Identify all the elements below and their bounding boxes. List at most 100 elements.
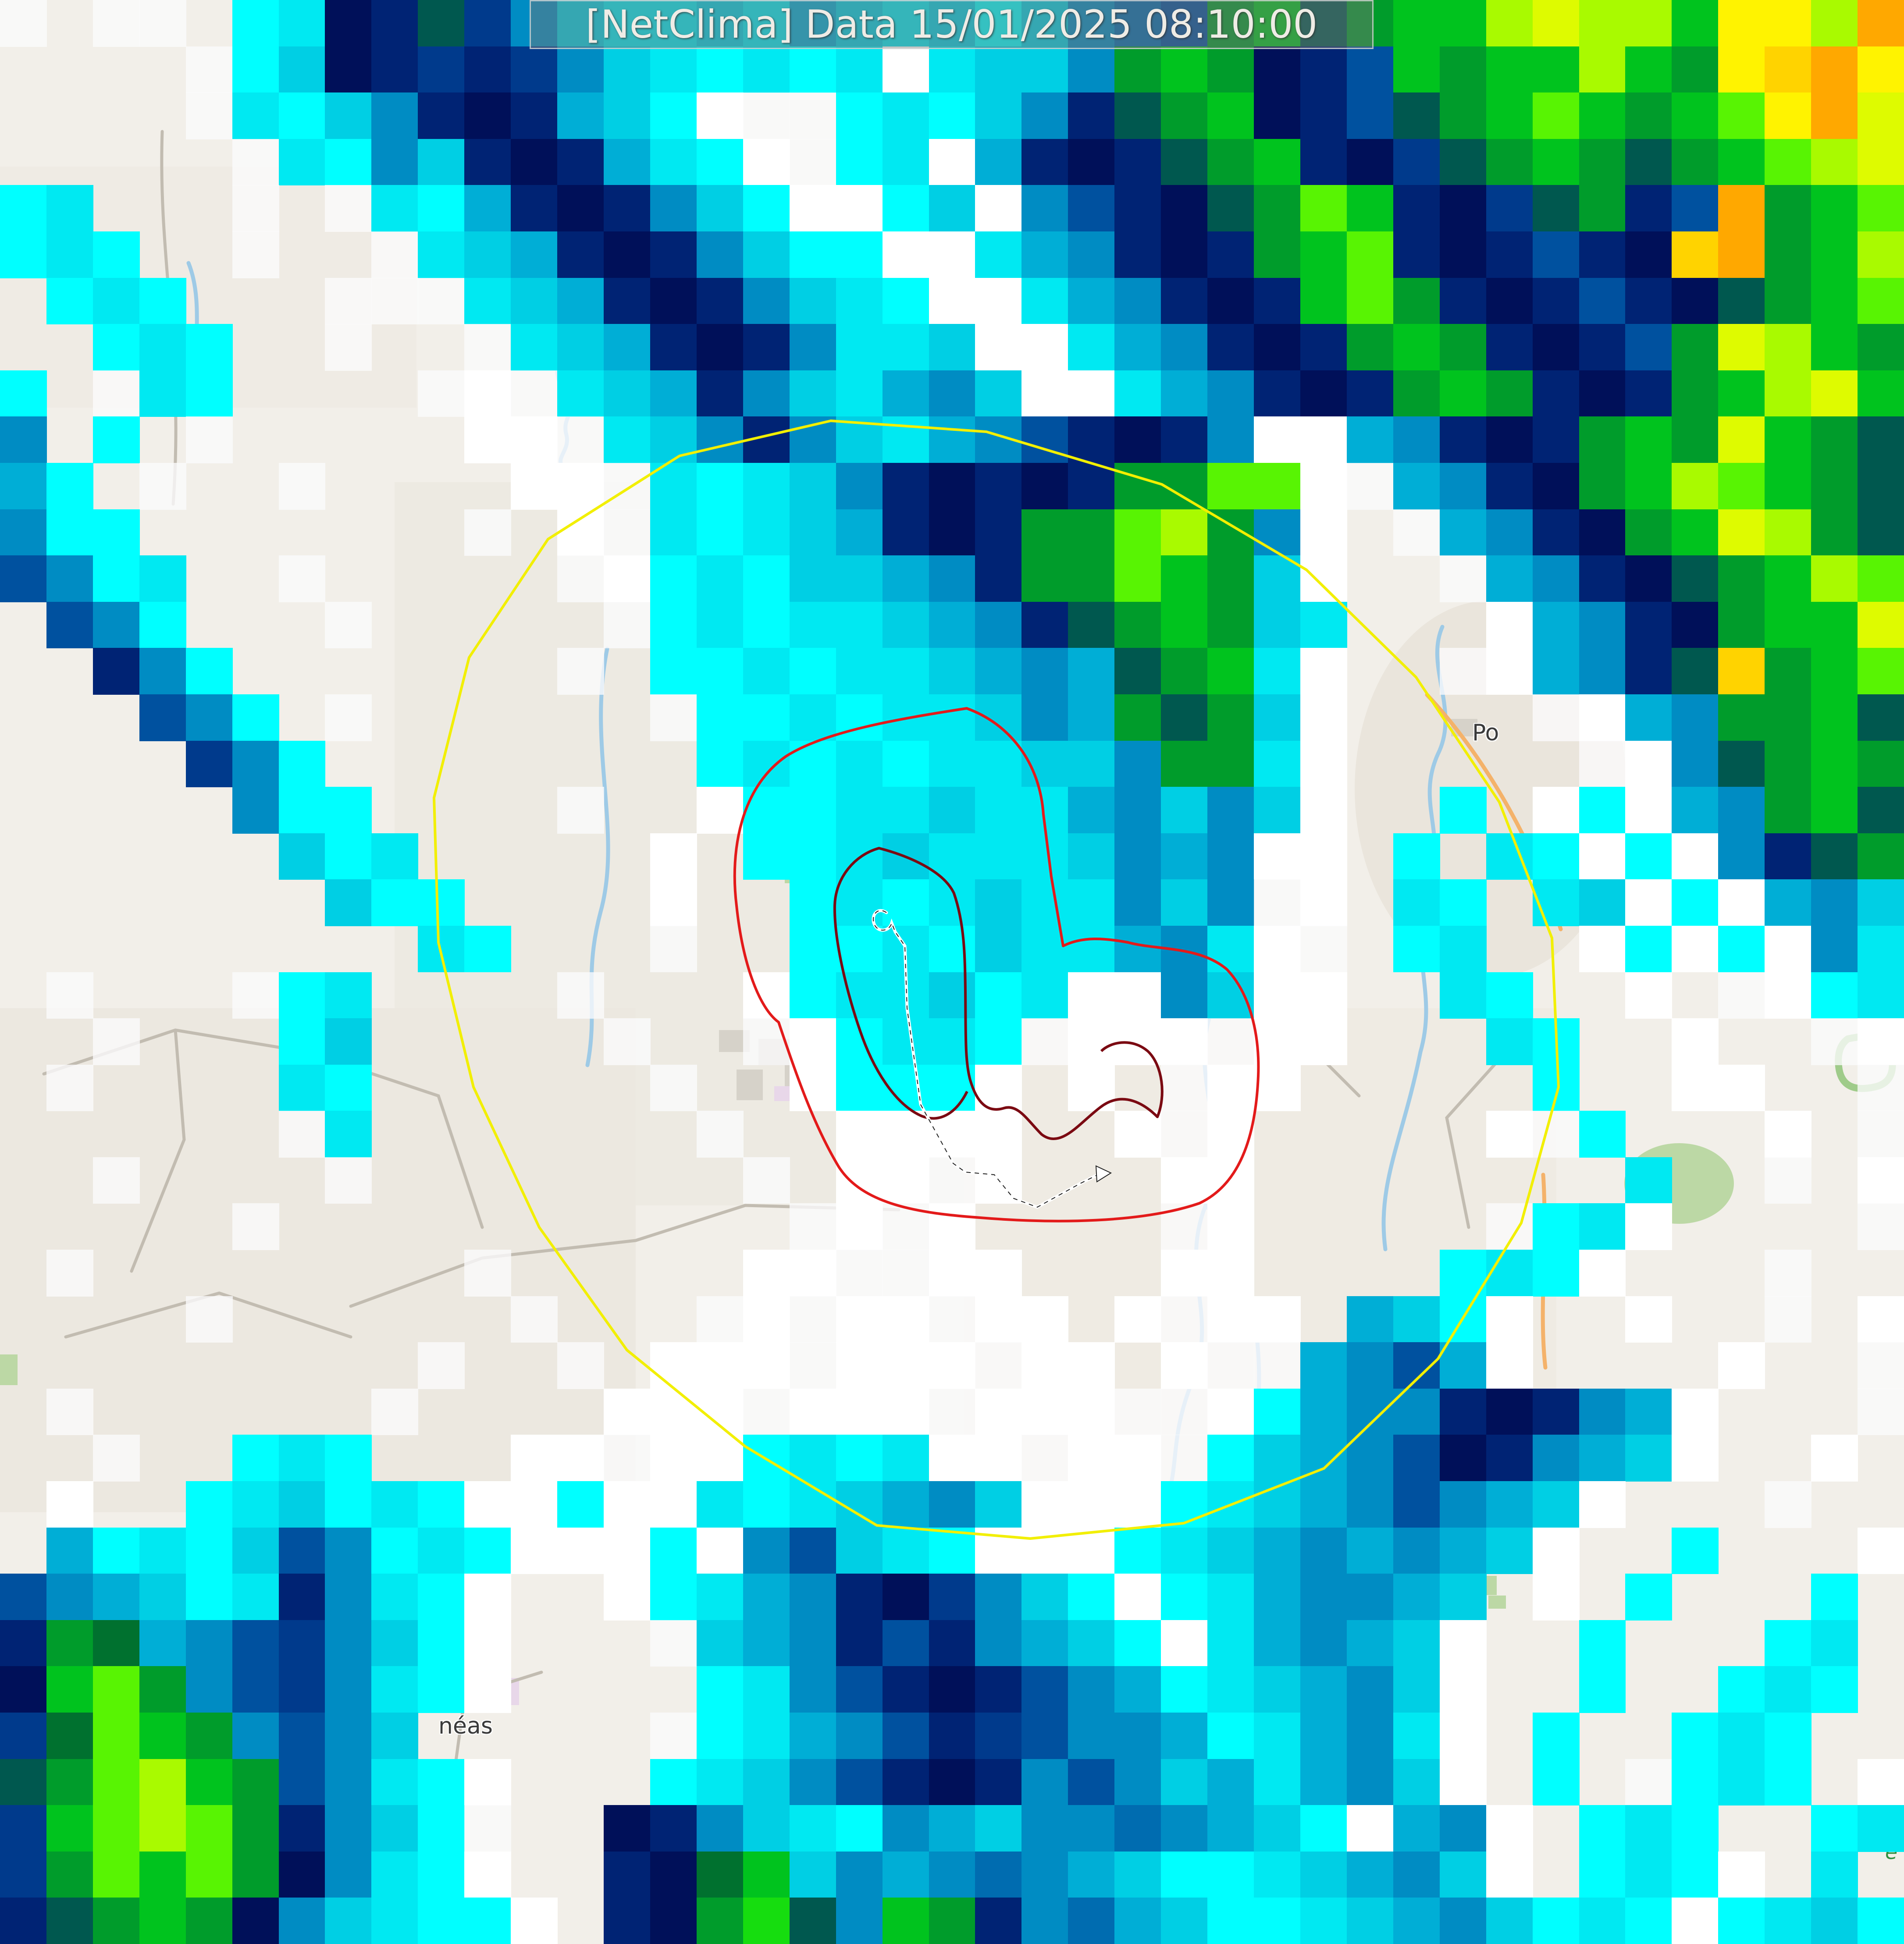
radar-cell: [1439, 416, 1487, 463]
radar-cell: [1579, 185, 1626, 232]
radar-cell: [1858, 277, 1904, 325]
radar-cell: [1765, 139, 1812, 186]
radar-cell: [696, 46, 744, 93]
radar-cell: [743, 370, 790, 417]
radar-cell: [1068, 185, 1115, 232]
radar-cell: [1811, 416, 1858, 463]
radar-cell: [975, 0, 1022, 47]
city-label-neas: néas: [438, 1713, 493, 1739]
radar-cell: [325, 92, 372, 139]
radar-cell: [371, 92, 419, 139]
radar-cell: [1254, 231, 1301, 278]
radar-cell: [696, 0, 744, 47]
city-label-po: Po: [1472, 720, 1499, 746]
radar-cell: [46, 185, 93, 232]
radar-cell: [650, 92, 697, 139]
radar-cell: [1579, 139, 1626, 186]
radar-cell: [1161, 416, 1208, 463]
radar-cell: [1672, 324, 1719, 371]
radar-cell: [1114, 185, 1162, 232]
radar-cell: [325, 139, 372, 186]
title-bar: [NetClima] Data 15/01/2025 08:10:00: [530, 0, 1374, 49]
radar-cell: [464, 139, 512, 186]
radar-cell: [1207, 370, 1255, 417]
radar-cell: [604, 185, 651, 232]
radar-cell: [139, 370, 186, 417]
radar-cell: [1254, 324, 1301, 371]
radar-cell: [1021, 139, 1069, 186]
radar-cell: [511, 416, 558, 463]
radar-cell: [232, 139, 279, 186]
radar-cell: [46, 231, 93, 278]
radar-cell: [464, 46, 512, 93]
radar-cell: [1765, 0, 1812, 47]
radar-cell: [1439, 370, 1487, 417]
radar-cell: [1718, 185, 1765, 232]
radar-cell: [1532, 185, 1580, 232]
radar-cell: [185, 324, 233, 371]
radar-cell: [1114, 46, 1162, 93]
radar-cell: [1254, 185, 1301, 232]
radar-cell: [696, 231, 744, 278]
radar-cell: [1393, 185, 1440, 232]
radar-cell: [185, 92, 233, 139]
radar-cell: [46, 462, 93, 510]
radar-cell: [511, 231, 558, 278]
radar-cell: [1486, 139, 1533, 186]
radar-cell: [1486, 231, 1533, 278]
radar-cell: [1765, 46, 1812, 93]
radar-cell: [929, 0, 976, 47]
radar-cell: [278, 0, 326, 47]
radar-cell: [975, 46, 1022, 93]
radar-cell: [511, 92, 558, 139]
radar-cell: [696, 185, 744, 232]
radar-cell: [743, 139, 790, 186]
radar-cell: [418, 277, 465, 325]
radar-cell: [1346, 277, 1394, 325]
radar-cell: [511, 462, 558, 510]
radar-cell: [557, 139, 605, 186]
radar-cell: [1579, 46, 1626, 93]
radar-cell: [1021, 277, 1069, 325]
radar-cell: [1393, 92, 1440, 139]
radar-cell: [743, 231, 790, 278]
radar-cell: [1532, 46, 1580, 93]
radar-cell: [1161, 277, 1208, 325]
radar-cell: [1114, 277, 1162, 325]
radar-cell: [650, 231, 697, 278]
radar-cell: [1486, 0, 1533, 47]
radar-cell: [1393, 139, 1440, 186]
radar-cell: [882, 0, 929, 47]
radar-cell: [1718, 231, 1765, 278]
radar-cell: [557, 0, 605, 47]
radar-cell: [1346, 139, 1394, 186]
radar-cell: [1532, 324, 1580, 371]
radar-cell: [929, 277, 976, 325]
radar-cell: [511, 370, 558, 417]
radar-cell: [1207, 277, 1255, 325]
radar-cell: [1718, 46, 1765, 93]
radar-cell: [418, 46, 465, 93]
radar-cell: [1068, 324, 1115, 371]
radar-cell: [1393, 46, 1440, 93]
radar-cell: [882, 324, 929, 371]
radar-cell: [1300, 324, 1347, 371]
radar-cell: [882, 92, 929, 139]
radar-cell: [929, 92, 976, 139]
radar-cell: [1439, 92, 1487, 139]
radar-cell: [975, 185, 1022, 232]
radar-cell: [1811, 0, 1858, 47]
radar-cell: [1579, 416, 1626, 463]
radar-cell: [743, 277, 790, 325]
radar-cell: [557, 277, 605, 325]
radar-cell: [1811, 231, 1858, 278]
title-timestamp-text: [NetClima] Data 15/01/2025 08:10:00: [585, 2, 1318, 47]
radar-cell: [1300, 139, 1347, 186]
radar-cell: [1625, 277, 1673, 325]
radar-cell: [1718, 416, 1765, 463]
radar-cell: [1439, 46, 1487, 93]
radar-cell: [325, 277, 372, 325]
radar-cell: [1207, 46, 1255, 93]
